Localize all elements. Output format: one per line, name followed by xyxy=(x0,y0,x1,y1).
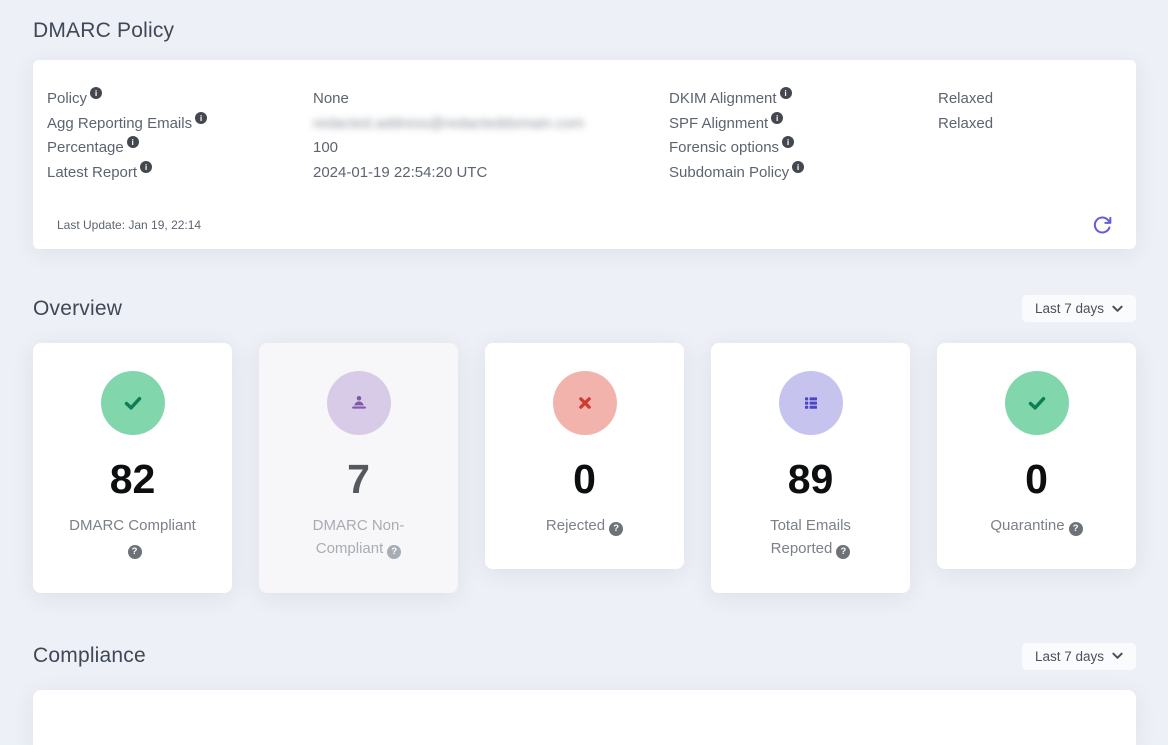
stat-circle xyxy=(326,371,391,435)
info-icon[interactable]: i xyxy=(771,111,784,124)
compliance-card xyxy=(33,689,1136,745)
check-icon xyxy=(1024,390,1050,416)
compliance-range-dropdown[interactable]: Last 7 days xyxy=(1021,642,1136,670)
list-icon xyxy=(799,391,823,415)
latest-report-value: 2024-01-19 22:54:20 UTC xyxy=(313,163,488,181)
percentage-value: 100 xyxy=(313,139,339,156)
chevron-down-icon xyxy=(1112,305,1123,313)
stat-circle xyxy=(778,371,843,435)
stat-card-total-emails-reported: 89 Total Emails Reported? xyxy=(711,343,910,593)
compliance-header: Compliance Last 7 days xyxy=(33,642,1136,670)
stat-circle xyxy=(552,371,617,435)
stat-card-dmarc-compliant: 82 DMARC Compliant? xyxy=(33,343,232,593)
info-icon[interactable]: i xyxy=(779,87,792,99)
person-desk-icon xyxy=(346,390,372,416)
agg-reporting-emails-label: Agg Reporting Emails i xyxy=(47,111,313,137)
policy-fields-grid: Policy i None DKIM Alignment i Relaxed Agg… xyxy=(47,87,1114,185)
stat-label: Quarantine? xyxy=(953,514,1120,537)
stat-label: DMARC Compliant? xyxy=(69,517,196,560)
info-icon[interactable]: i xyxy=(195,111,208,124)
forensic-options-label: Forensic options i xyxy=(669,136,938,161)
help-icon[interactable]: ? xyxy=(1068,522,1083,537)
dkim-alignment-value: Relaxed xyxy=(938,90,994,107)
overview-range-dropdown[interactable]: Last 7 days xyxy=(1021,295,1136,322)
info-icon[interactable]: i xyxy=(126,136,139,148)
info-icon[interactable]: i xyxy=(792,160,805,173)
stat-value: 7 xyxy=(347,456,370,502)
subdomain-policy-label: Subdomain Policy i xyxy=(669,160,938,186)
stat-label: Total Emails Reported? xyxy=(770,517,851,560)
help-icon[interactable]: ? xyxy=(836,545,851,560)
percentage-label: Percentage i xyxy=(47,136,313,161)
help-icon[interactable]: ? xyxy=(127,545,142,560)
stat-circle xyxy=(1004,371,1069,435)
stat-value: 82 xyxy=(109,456,156,502)
stat-circle xyxy=(100,371,165,435)
stat-card-rejected: 0 Rejected? xyxy=(485,343,684,570)
spf-alignment-value: Relaxed xyxy=(938,114,994,132)
stat-card-quarantine: 0 Quarantine? xyxy=(937,343,1136,570)
info-icon[interactable]: i xyxy=(90,87,103,99)
stat-value: 0 xyxy=(573,456,596,502)
dkim-alignment-label: DKIM Alignment i xyxy=(669,87,938,112)
chevron-down-icon xyxy=(1112,652,1123,660)
compliance-title: Compliance xyxy=(33,644,146,668)
forensic-options-value xyxy=(938,136,1114,161)
policy-card-footer: Last Update: Jan 19, 22:14 xyxy=(47,213,1114,237)
stat-label: Rejected? xyxy=(501,514,668,537)
info-icon[interactable]: i xyxy=(140,160,153,173)
overview-title: Overview xyxy=(33,296,123,320)
compliance-range-label: Last 7 days xyxy=(1034,648,1104,664)
policy-label: Policy i xyxy=(47,87,313,112)
subdomain-policy-value xyxy=(938,161,1114,186)
overview-header: Overview Last 7 days xyxy=(33,295,1136,322)
overview-stats-row: 82 DMARC Compliant? 7 DMARC Non-Complian… xyxy=(33,343,1136,593)
stat-label: DMARC Non-Compliant? xyxy=(312,517,405,560)
check-icon xyxy=(120,390,146,416)
stat-value: 89 xyxy=(787,456,834,502)
dmarc-policy-title: DMARC Policy xyxy=(33,19,175,42)
stat-value: 0 xyxy=(1025,456,1048,502)
dmarc-policy-card: Policy i None DKIM Alignment i Relaxed Agg… xyxy=(33,60,1136,249)
help-icon[interactable]: ? xyxy=(609,522,624,537)
help-icon[interactable]: ? xyxy=(387,545,402,560)
agg-reporting-emails-value-redacted: redacted.address@redacteddomain.com xyxy=(313,114,585,132)
refresh-button[interactable] xyxy=(1090,213,1114,237)
spf-alignment-label: SPF Alignment i xyxy=(669,111,938,137)
refresh-icon xyxy=(1092,215,1112,235)
stat-card-dmarc-non-compliant: 7 DMARC Non-Compliant? xyxy=(259,343,458,593)
last-update-text: Last Update: Jan 19, 22:14 xyxy=(57,218,202,232)
latest-report-label: Latest Report i xyxy=(47,160,313,186)
policy-value: None xyxy=(313,90,349,107)
x-icon xyxy=(574,392,596,414)
info-icon[interactable]: i xyxy=(782,136,795,148)
overview-range-label: Last 7 days xyxy=(1034,301,1104,316)
